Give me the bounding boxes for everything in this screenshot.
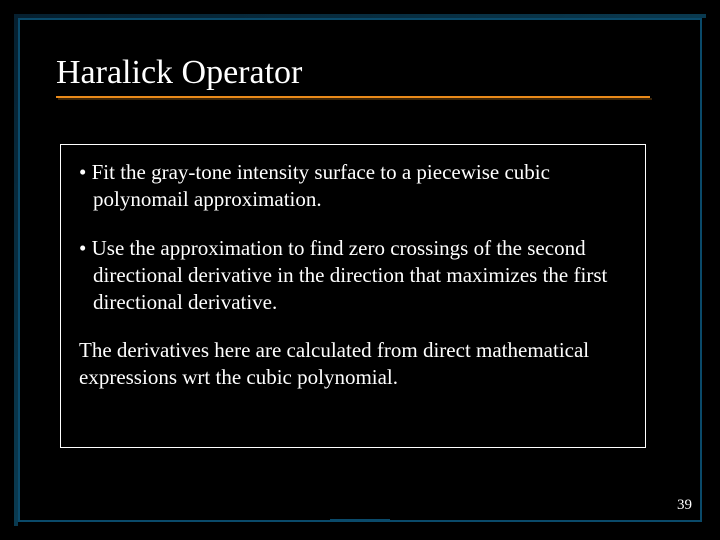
bullet-text: Use the approximation to find zero cross… (92, 236, 608, 314)
closing-text: The derivatives here are calculated from… (79, 337, 627, 391)
content-box: • Fit the gray-tone intensity surface to… (60, 144, 646, 448)
bullet-item: • Fit the gray-tone intensity surface to… (79, 159, 627, 213)
slide-title: Haralick Operator (56, 54, 310, 92)
title-underline (56, 96, 650, 98)
frame-bottom-tick (330, 519, 390, 522)
bullet-dot: • (79, 160, 92, 184)
slide-number: 39 (677, 497, 692, 514)
bullet-text: Fit the gray-tone intensity surface to a… (92, 160, 550, 211)
bullet-dot: • (79, 236, 92, 260)
bullet-item: • Use the approximation to find zero cro… (79, 235, 627, 316)
